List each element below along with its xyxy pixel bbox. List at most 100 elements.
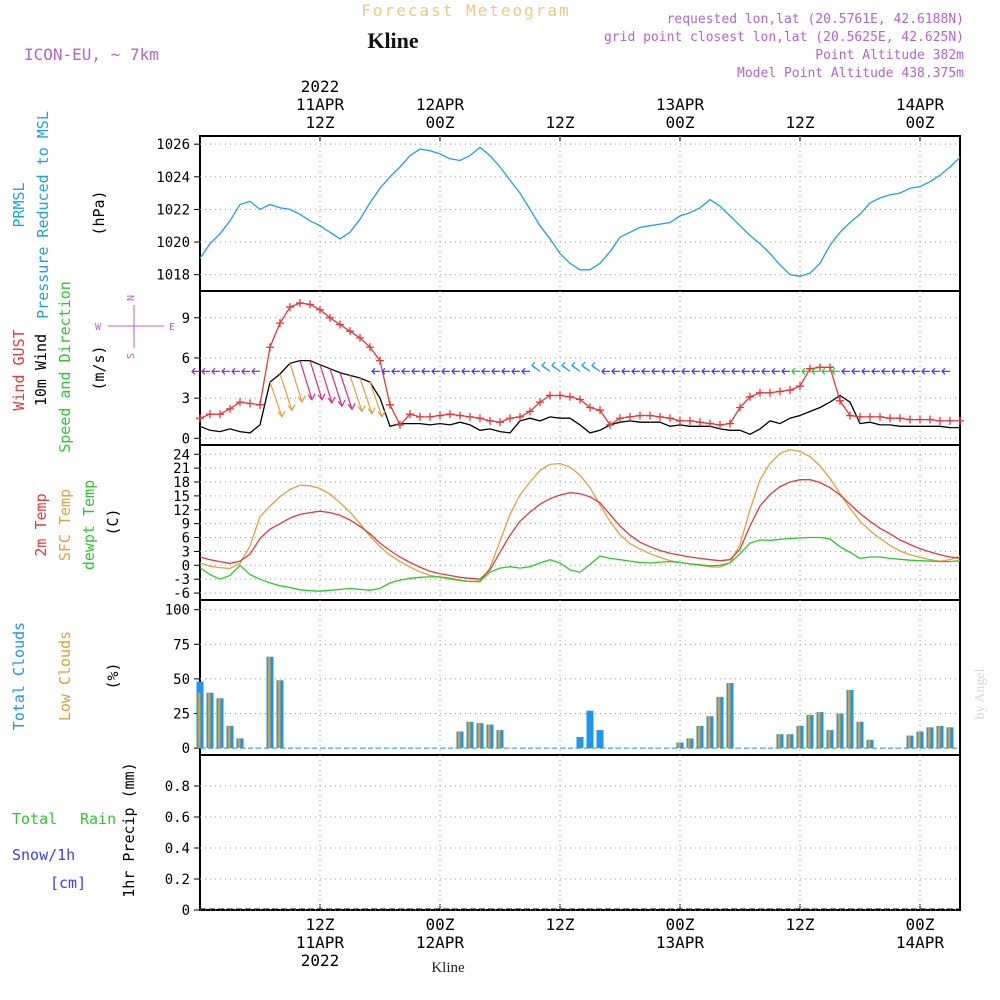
wind-arrowhead — [631, 367, 636, 375]
prmsl-label: PRMSL — [10, 182, 28, 227]
y-tick-label: 25 — [173, 706, 190, 722]
wind-arrowhead — [881, 367, 886, 375]
low-cloud-bar — [837, 713, 841, 749]
y-tick-label: 0 — [182, 558, 190, 574]
wind-arrowhead — [621, 367, 626, 375]
gust-point — [646, 411, 654, 420]
wind-arrowhead — [251, 367, 256, 375]
wind-arrowhead — [891, 367, 896, 375]
wind-arrowhead — [471, 367, 476, 375]
y-tick-labels: 101810201022102410260369-6-3036912151821… — [156, 137, 200, 919]
wind-arrowhead — [681, 367, 686, 375]
wind-arrowhead — [327, 396, 336, 405]
wind-arrowhead — [851, 367, 856, 375]
gust-point — [516, 412, 524, 421]
wind-arrowhead — [521, 367, 526, 375]
wind-arrowhead — [701, 367, 706, 375]
low-clouds-label: Low Clouds — [56, 631, 74, 721]
gust-markers — [196, 299, 964, 429]
y-tick-label: 1022 — [156, 202, 190, 218]
y-tick-label: 0.8 — [165, 779, 190, 795]
gust-point — [286, 303, 294, 312]
wind-arrowhead — [391, 367, 396, 375]
gust-point — [216, 410, 224, 419]
wind-arrowhead — [481, 367, 486, 375]
y-tick-label: 50 — [173, 672, 190, 688]
compass-s: S — [126, 353, 137, 359]
gust-point — [196, 414, 204, 423]
wind10m-series-line — [199, 359, 960, 436]
wind-arrowhead — [317, 393, 326, 401]
gust-point — [686, 416, 694, 425]
gust-point — [766, 388, 774, 397]
y-tick-label: 6 — [182, 531, 190, 547]
wind-arrowhead — [781, 367, 786, 375]
compass-w: W — [95, 322, 102, 333]
compass-e: E — [169, 322, 175, 333]
wind-gust-label: Wind GUST — [10, 329, 28, 410]
low-cloud-bar — [917, 731, 921, 749]
total-clouds-label: Total Clouds — [10, 622, 28, 730]
pressure-labels: PRMSL Pressure Reduced to MSL (hPa) — [10, 111, 108, 319]
cloud-labels: Total Clouds Low Clouds (%) — [10, 622, 122, 730]
wind-arrowhead — [711, 367, 716, 375]
gust-point — [816, 363, 824, 372]
gust-point — [206, 410, 214, 419]
low-cloud-bar — [797, 725, 801, 749]
t2m-series-line — [199, 479, 961, 580]
low-cloud-bar — [497, 730, 501, 749]
wind-arrow — [279, 373, 293, 411]
low-cloud-bar — [787, 734, 791, 749]
wind-arrowhead — [511, 367, 516, 375]
top-hour-label: 12Z — [546, 113, 575, 132]
gust-point — [746, 392, 754, 401]
y-tick-label: 0 — [182, 903, 190, 919]
gust-point — [236, 398, 244, 407]
gust-point — [276, 319, 284, 328]
low-cloud-bar — [707, 716, 711, 749]
temp-unit: (C) — [104, 508, 122, 535]
y-tick-label: 75 — [173, 637, 190, 653]
rain-label: Rain — [80, 810, 116, 828]
wind-arrowhead — [901, 367, 906, 375]
y-tick-label: 24 — [173, 447, 190, 463]
gust-point — [296, 299, 304, 308]
gust-point — [726, 419, 734, 428]
wind-arrowhead — [821, 367, 826, 375]
total-label: Total — [12, 810, 57, 828]
wind-arrowhead — [561, 361, 566, 369]
wind-arrowhead — [221, 367, 226, 375]
compass-rose-icon: N W E S — [95, 295, 175, 359]
gust-point — [856, 412, 864, 421]
y-tick-label: 0.4 — [165, 841, 190, 857]
gust-point — [776, 387, 784, 396]
dewpt-label: dewpt Temp — [80, 480, 98, 570]
y-tick-label: 100 — [165, 603, 190, 619]
low-cloud-bar — [857, 721, 861, 749]
pressure-msl-label: Pressure Reduced to MSL — [34, 111, 52, 319]
gust-point — [306, 300, 314, 309]
total-cloud-bar — [576, 737, 584, 749]
wind-labels: Wind GUST 10m Wind Speed and Direction (… — [10, 281, 175, 453]
wind-arrowhead — [241, 367, 246, 375]
wind-arrowhead — [347, 403, 356, 411]
wind-arrow — [289, 363, 303, 403]
low-cloud-bar — [277, 680, 281, 749]
low-cloud-bar — [727, 683, 731, 749]
wind-arrowhead — [377, 410, 386, 418]
gust-point — [706, 419, 714, 428]
model-label: ICON-EU, ~ 7km — [24, 45, 159, 64]
y-tick-label: 1020 — [156, 235, 190, 251]
gust-point — [926, 415, 934, 424]
bottom-hour-label: 12Z — [546, 915, 575, 934]
gust-point — [946, 416, 954, 425]
gust-point — [866, 412, 874, 421]
wind-direction-arrows — [191, 360, 950, 418]
y-tick-label: 9 — [182, 517, 190, 533]
bottom-hour-label: 00Z — [426, 915, 455, 934]
gust-point — [436, 411, 444, 420]
top-hour-label: 00Z — [666, 113, 695, 132]
y-tick-label: 21 — [173, 461, 190, 477]
watermark: by Angel — [973, 668, 988, 719]
